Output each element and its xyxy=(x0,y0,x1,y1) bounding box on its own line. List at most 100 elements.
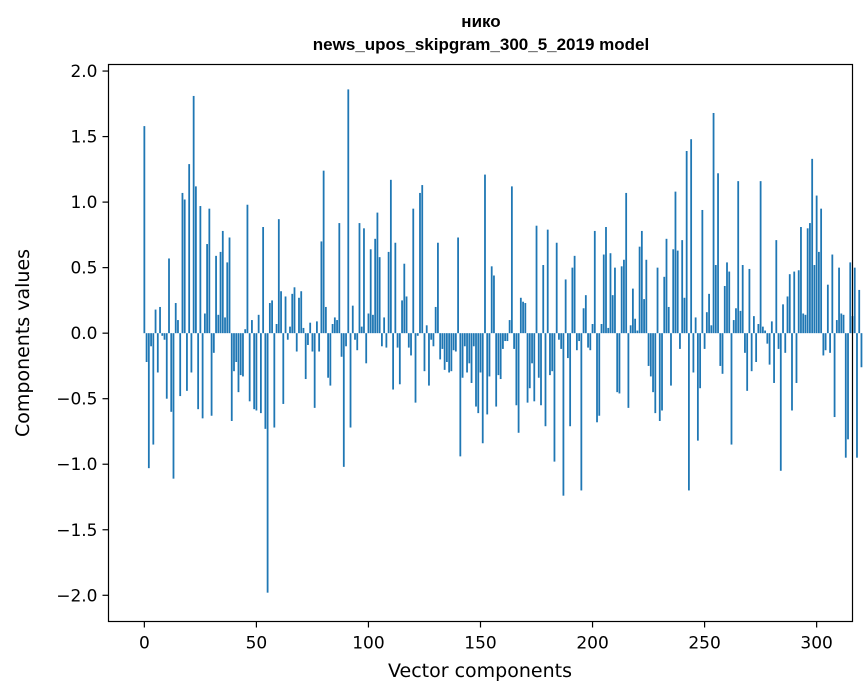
bar xyxy=(860,333,863,368)
bar xyxy=(226,262,229,334)
bar xyxy=(199,206,202,334)
bar xyxy=(302,327,305,334)
bar xyxy=(647,333,650,366)
bar xyxy=(683,297,686,334)
bar xyxy=(629,325,632,334)
bar xyxy=(705,312,708,334)
bar xyxy=(640,230,643,334)
bar xyxy=(253,333,256,410)
bar xyxy=(797,270,800,334)
bar xyxy=(309,322,312,334)
bar xyxy=(192,95,195,334)
bar xyxy=(788,274,791,334)
bar xyxy=(672,249,675,334)
x-axis-ticks: 0 50 100 150 200 250 300 xyxy=(139,621,833,654)
bar xyxy=(802,313,805,334)
bar xyxy=(773,333,775,383)
bar xyxy=(367,313,370,334)
bar xyxy=(255,333,258,411)
bar xyxy=(753,316,755,334)
bar xyxy=(791,333,793,411)
bar xyxy=(779,333,782,471)
bar xyxy=(652,333,654,393)
bar xyxy=(701,209,704,334)
bar xyxy=(504,333,507,342)
bar xyxy=(165,333,168,399)
bar xyxy=(354,333,356,340)
bar xyxy=(793,271,796,334)
bar xyxy=(273,333,276,428)
bar xyxy=(443,333,446,370)
bar xyxy=(342,333,345,467)
bar xyxy=(282,333,285,404)
bar xyxy=(457,237,459,334)
bar xyxy=(853,267,856,334)
bar xyxy=(316,321,318,334)
bar xyxy=(251,320,253,334)
bar xyxy=(806,228,809,334)
bar xyxy=(649,333,652,377)
bar xyxy=(795,333,798,383)
bar xyxy=(181,192,184,334)
bar xyxy=(537,333,540,378)
x-tick-label: 50 xyxy=(246,634,268,654)
bar xyxy=(307,333,309,345)
bar xyxy=(596,333,598,423)
bar xyxy=(815,195,818,334)
bar xyxy=(495,333,498,407)
bar xyxy=(723,285,726,334)
bar xyxy=(726,262,728,334)
bar xyxy=(381,333,383,347)
x-tick-label: 150 xyxy=(464,634,496,654)
bar xyxy=(345,333,347,347)
bar xyxy=(365,333,368,364)
bar xyxy=(432,333,435,347)
bar xyxy=(847,333,849,440)
bar xyxy=(280,291,282,334)
bar xyxy=(338,223,341,334)
bar xyxy=(378,257,381,334)
bar xyxy=(291,293,294,334)
bar xyxy=(425,325,428,334)
y-tick-label: 0.0 xyxy=(70,324,97,344)
bar xyxy=(421,185,424,334)
bar xyxy=(764,330,766,334)
x-tick-label: 250 xyxy=(688,634,720,654)
y-tick-label: −1.5 xyxy=(56,521,97,541)
bar xyxy=(441,333,444,349)
y-tick-label: 1.0 xyxy=(70,193,97,213)
bar xyxy=(300,291,303,334)
bar xyxy=(578,333,580,342)
bar xyxy=(434,306,437,334)
bar xyxy=(398,333,401,385)
bar xyxy=(656,267,659,334)
bar xyxy=(761,326,764,334)
bar xyxy=(150,333,152,347)
bar xyxy=(486,333,489,415)
bar xyxy=(298,297,300,334)
bar xyxy=(385,333,388,348)
bar xyxy=(372,314,374,334)
bar xyxy=(190,333,193,373)
bar xyxy=(396,333,399,348)
bar xyxy=(681,240,684,334)
bar xyxy=(358,223,361,334)
bar xyxy=(472,333,475,347)
chart-title-model: news_upos_skipgram_300_5_2019 model xyxy=(312,35,650,54)
bar xyxy=(562,333,565,496)
bar xyxy=(459,333,462,457)
bar xyxy=(219,251,222,334)
bar xyxy=(430,333,433,340)
bar xyxy=(215,255,217,334)
bar xyxy=(741,265,744,334)
bar xyxy=(203,313,206,334)
bar xyxy=(183,199,186,334)
bar xyxy=(264,333,267,429)
bar xyxy=(488,333,491,377)
bar xyxy=(262,227,265,334)
bar xyxy=(445,333,448,362)
bar xyxy=(605,227,607,334)
bar xyxy=(542,265,545,334)
y-axis-ticks: −2.0 −1.5 −1.0 −0.5 0.0 0.5 1.0 1.5 2.0 xyxy=(56,62,109,606)
